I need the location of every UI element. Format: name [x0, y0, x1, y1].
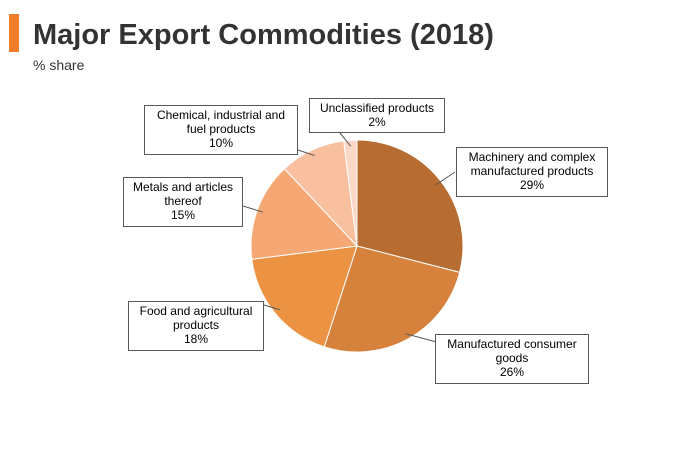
slice-value-label: 2% — [368, 115, 386, 129]
slice-label: products — [172, 318, 220, 332]
slice-label: goods — [495, 351, 529, 365]
leader-line — [339, 132, 352, 147]
chart-subtitle: % share — [33, 57, 85, 73]
pie-slice — [251, 245, 358, 348]
slice-callout: Chemical, industrial and fuel products 10% — [144, 105, 298, 155]
pie-slice — [323, 245, 461, 353]
slice-value-label: 29% — [519, 178, 545, 192]
leader-line — [263, 304, 281, 311]
slice-callout: Metals and articles thereof 15% — [123, 177, 243, 227]
chart-title: Major Export Commodities (2018) — [33, 19, 494, 51]
slice-label: Food and agricultural — [139, 304, 253, 318]
pie-slice — [343, 139, 358, 247]
slice-value-label: 18% — [183, 332, 209, 346]
slice-label: thereof — [164, 194, 202, 208]
leader-line — [242, 205, 264, 213]
slice-label: Metals and articles — [132, 180, 234, 194]
slice-label: fuel products — [186, 122, 256, 136]
slice-callout: Manufactured consumer goods 26% — [435, 334, 589, 384]
leader-line — [297, 149, 315, 156]
slice-callout: Food and agricultural products 18% — [128, 301, 264, 351]
slice-label: Machinery and complex — [468, 150, 596, 164]
slice-callout: Machinery and complex manufactured produc… — [456, 147, 608, 197]
slice-value-label: 15% — [170, 208, 196, 222]
slice-value-label: 10% — [208, 136, 234, 150]
title-accent-bar — [9, 14, 19, 52]
slice-label: Unclassified products — [319, 101, 435, 115]
slice-callout: Unclassified products 2% — [309, 98, 445, 133]
slice-label: manufactured products — [470, 164, 594, 178]
leader-line — [435, 171, 456, 186]
slice-label: Manufactured consumer — [447, 337, 577, 351]
slice-value-label: 26% — [499, 365, 525, 379]
slice-label: Chemical, industrial and — [156, 108, 286, 122]
